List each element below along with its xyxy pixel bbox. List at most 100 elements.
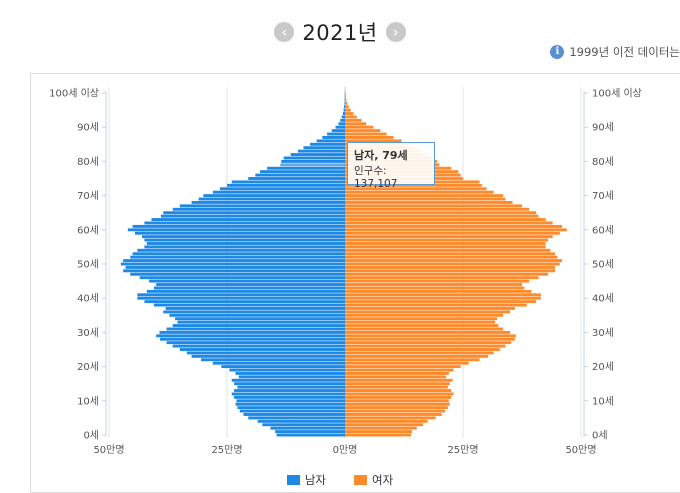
bar-female bbox=[345, 375, 446, 378]
bar-female bbox=[345, 403, 450, 406]
bar-male bbox=[173, 324, 345, 327]
bar-female bbox=[345, 341, 511, 344]
bar-male bbox=[147, 242, 345, 245]
bar-male bbox=[221, 365, 345, 368]
bar-male bbox=[144, 222, 345, 225]
y-tick-label-left: 20세 bbox=[77, 361, 99, 373]
bar-male bbox=[237, 406, 345, 409]
bar-male bbox=[291, 153, 345, 156]
x-tick-label: 50만명 bbox=[93, 444, 124, 456]
bar-male bbox=[270, 427, 345, 430]
y-tick-label-right: 10세 bbox=[592, 395, 614, 407]
y-tick-label-right: 80세 bbox=[592, 156, 614, 168]
bar-female bbox=[345, 133, 387, 136]
bar-male bbox=[344, 102, 345, 105]
bar-female bbox=[345, 293, 541, 296]
bar-female bbox=[345, 396, 451, 399]
bar-male bbox=[130, 256, 345, 259]
bar-female bbox=[345, 410, 445, 413]
bar-male bbox=[344, 109, 345, 112]
legend-item-female[interactable]: 여자 bbox=[354, 472, 393, 488]
y-tick-label-left: 80세 bbox=[77, 156, 99, 168]
bar-male bbox=[126, 266, 345, 269]
bar-male bbox=[180, 348, 345, 351]
y-tick-label-left: 70세 bbox=[77, 190, 99, 202]
bar-male bbox=[284, 157, 345, 160]
bar-male bbox=[142, 235, 345, 238]
bar-female bbox=[345, 351, 494, 354]
bar-male bbox=[317, 139, 345, 142]
bar-female bbox=[345, 300, 536, 303]
bar-female bbox=[345, 286, 524, 289]
bar-female bbox=[345, 102, 347, 105]
bar-female bbox=[345, 406, 448, 409]
legend-label-male: 남자 bbox=[305, 472, 326, 488]
bar-female bbox=[345, 399, 449, 402]
bar-male bbox=[128, 228, 345, 231]
y-tick-label-left: 50세 bbox=[77, 259, 99, 271]
bar-female bbox=[345, 331, 510, 334]
bar-male bbox=[327, 133, 345, 136]
bar-female bbox=[345, 369, 454, 372]
bar-female bbox=[345, 126, 373, 129]
bar-female bbox=[345, 348, 500, 351]
bar-female bbox=[345, 413, 442, 416]
bar-female bbox=[345, 249, 550, 252]
bar-male bbox=[151, 218, 345, 221]
y-tick-label-left: 30세 bbox=[77, 327, 99, 339]
y-tick-label-right: 20세 bbox=[592, 361, 614, 373]
y-tick-label-right: 70세 bbox=[592, 190, 614, 202]
bar-female bbox=[345, 420, 428, 423]
bar-male bbox=[140, 276, 345, 279]
bar-female bbox=[345, 239, 548, 242]
bar-female bbox=[345, 304, 527, 307]
legend-label-female: 여자 bbox=[372, 472, 393, 488]
bar-male bbox=[154, 286, 345, 289]
bar-male bbox=[227, 184, 345, 187]
bar-female bbox=[345, 310, 510, 313]
bar-male bbox=[167, 328, 345, 331]
bar-male bbox=[144, 239, 345, 242]
bar-male bbox=[137, 249, 345, 252]
bar-female bbox=[345, 194, 503, 197]
bar-male bbox=[260, 170, 345, 173]
bar-male bbox=[258, 420, 345, 423]
bar-female bbox=[345, 324, 498, 327]
bar-male bbox=[156, 334, 345, 337]
bar-male bbox=[234, 382, 345, 385]
bar-male bbox=[137, 297, 345, 300]
chart-tooltip: 남자, 79세 인구수: 137,107 bbox=[347, 142, 435, 185]
bar-male bbox=[167, 341, 345, 344]
bar-female bbox=[345, 389, 451, 392]
bar-female bbox=[345, 307, 515, 310]
bar-female bbox=[345, 416, 436, 419]
bar-female bbox=[345, 430, 412, 433]
bar-female bbox=[345, 242, 546, 245]
legend-item-male[interactable]: 남자 bbox=[287, 472, 326, 488]
bar-male bbox=[161, 215, 345, 218]
bar-female bbox=[345, 338, 515, 341]
bar-male bbox=[235, 372, 345, 375]
x-tick-label: 50만명 bbox=[565, 444, 596, 456]
bar-female bbox=[345, 211, 536, 214]
y-tick-label-right: 40세 bbox=[592, 293, 614, 305]
bar-female bbox=[345, 382, 450, 385]
bar-female bbox=[345, 129, 380, 132]
bar-female bbox=[345, 434, 411, 437]
x-tick-label: 0만명 bbox=[333, 444, 358, 456]
x-tick-label: 25만명 bbox=[447, 444, 478, 456]
bar-male bbox=[199, 198, 345, 201]
bar-female bbox=[345, 119, 362, 122]
bar-male bbox=[303, 146, 345, 149]
bar-male bbox=[343, 112, 345, 115]
bar-male bbox=[255, 174, 345, 177]
bar-female bbox=[345, 191, 494, 194]
bar-male bbox=[338, 122, 345, 125]
bar-female bbox=[345, 372, 449, 375]
y-tick-label-right: 90세 bbox=[592, 122, 614, 134]
y-tick-label-right: 100세 이상 bbox=[592, 88, 642, 100]
y-tick-label-left: 10세 bbox=[77, 395, 99, 407]
bar-female bbox=[345, 297, 541, 300]
bar-female bbox=[345, 314, 503, 317]
